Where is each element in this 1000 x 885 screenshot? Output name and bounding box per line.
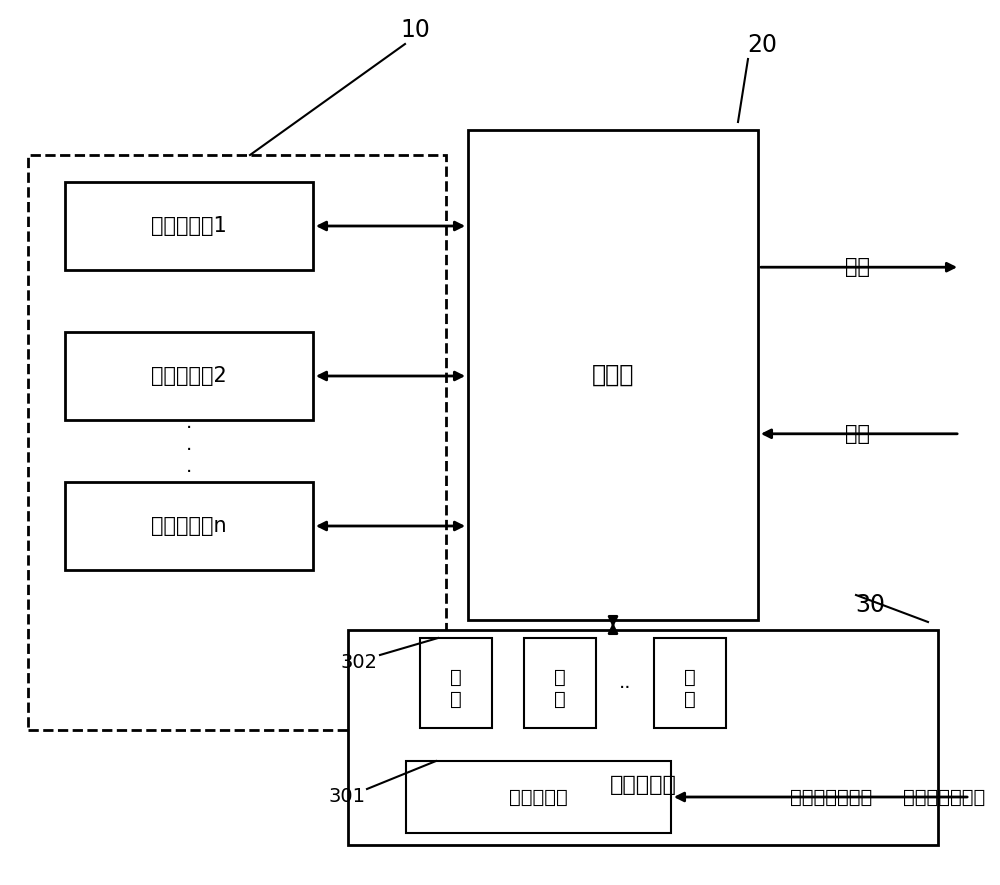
Bar	[65, 332, 313, 420]
Text: 20: 20	[747, 33, 777, 57]
Bar	[65, 182, 313, 270]
Bar	[420, 638, 492, 728]
Text: 输出: 输出	[845, 258, 870, 277]
Text: 冗余执行体1: 冗余执行体1	[151, 216, 227, 236]
Text: 301: 301	[328, 788, 365, 806]
Text: 冗余执行体2: 冗余执行体2	[151, 366, 227, 386]
Text: 随机数影响因子: 随机数影响因子	[903, 788, 985, 806]
Text: 运: 运	[450, 667, 462, 687]
Text: ·
·
·: · · ·	[186, 419, 192, 482]
Text: 加密运算器: 加密运算器	[610, 775, 676, 795]
Bar	[28, 155, 446, 730]
Text: 算: 算	[450, 689, 462, 709]
Bar	[406, 761, 671, 833]
Bar	[654, 638, 726, 728]
Text: 随机数影响因子: 随机数影响因子	[790, 788, 872, 806]
Text: 算: 算	[684, 689, 696, 709]
Bar	[65, 482, 313, 570]
Text: 运: 运	[684, 667, 696, 687]
Text: ..: ..	[619, 673, 631, 692]
Text: 302: 302	[341, 653, 378, 673]
Bar	[468, 130, 758, 620]
Text: 随机数生成: 随机数生成	[509, 788, 568, 806]
Text: 运: 运	[554, 667, 566, 687]
Bar	[524, 638, 596, 728]
Text: 算: 算	[554, 689, 566, 709]
Text: 冗余执行体n: 冗余执行体n	[151, 516, 227, 536]
Text: 调度器: 调度器	[592, 363, 634, 387]
Text: 10: 10	[400, 18, 430, 42]
Text: 输入: 输入	[845, 424, 870, 443]
Text: 30: 30	[855, 593, 885, 617]
Bar	[348, 630, 938, 845]
